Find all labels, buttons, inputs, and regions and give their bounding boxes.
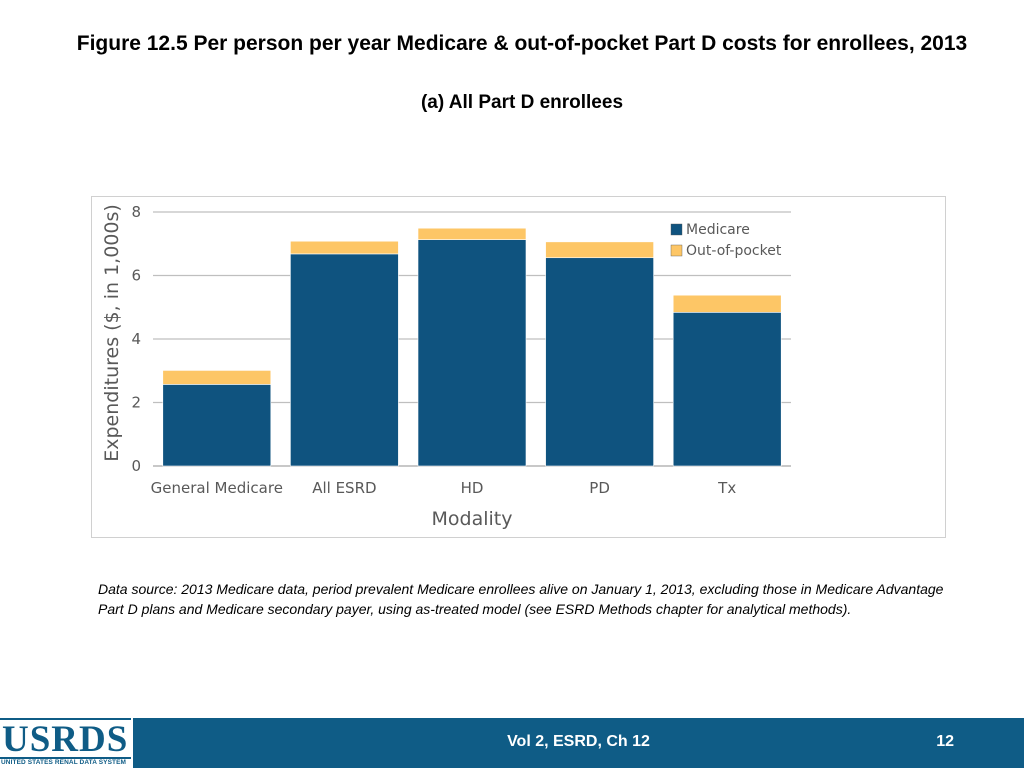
logo-wordmark: USRDS <box>2 719 129 760</box>
bar-general-medicare-out-of-pocket <box>162 370 272 385</box>
logo-bottom-rule <box>0 757 131 759</box>
y-tick-label-2: 2 <box>131 394 141 412</box>
bar-hd-medicare <box>417 239 527 467</box>
logo-top-rule <box>0 718 131 720</box>
footer: USRDS UNITED STATES RENAL DATA SYSTEM Vo… <box>0 718 1024 768</box>
bar-all-esrd-out-of-pocket <box>290 240 399 255</box>
chart-container: 0 2 4 6 8 General Medicare All ESRD HD PD Tx Modal… <box>91 196 946 538</box>
bar-chart: 0 2 4 6 8 General Medicare All ESRD HD PD Tx Modal… <box>101 203 791 530</box>
x-tick-label-all-esrd: All ESRD <box>312 479 376 497</box>
x-tick-label-pd: PD <box>589 479 610 497</box>
legend-label-out-of-pocket: Out-of-pocket <box>686 243 782 259</box>
y-axis-title: Expenditures ($, in 1,000s) <box>101 204 123 462</box>
legend-label-medicare: Medicare <box>686 222 750 238</box>
bar-tx-medicare <box>672 312 782 467</box>
x-tick-label-hd: HD <box>461 479 484 497</box>
footer-chapter-label: Vol 2, ESRD, Ch 12 <box>507 733 650 750</box>
legend-swatch-out-of-pocket <box>670 244 683 257</box>
bar-hd-out-of-pocket <box>417 227 527 240</box>
y-tick-label-6: 6 <box>131 267 141 285</box>
bar-pd-out-of-pocket <box>545 241 654 259</box>
y-tick-label-4: 4 <box>131 330 141 348</box>
bar-tx-out-of-pocket <box>672 294 782 313</box>
x-tick-label-general-medicare: General Medicare <box>151 479 283 497</box>
figure-subtitle: (a) All Part D enrollees <box>420 92 624 113</box>
footer-bar: Vol 2, ESRD, Ch 12 12 <box>133 718 1024 768</box>
x-tick-label-tx: Tx <box>717 479 736 497</box>
bar-all-esrd-medicare <box>290 253 399 467</box>
bar-pd-medicare <box>545 257 654 467</box>
logo-subtitle: UNITED STATES RENAL DATA SYSTEM <box>1 759 127 766</box>
figure-title: Figure 12.5 Per person per year Medicare… <box>76 32 968 55</box>
legend-swatch-medicare <box>670 223 683 236</box>
y-tick-label-8: 8 <box>131 203 141 221</box>
x-axis-title: Modality <box>432 508 513 530</box>
page-number: 12 <box>936 733 954 750</box>
bar-general-medicare-medicare <box>162 384 272 467</box>
data-source-note: Data source: 2013 Medicare data, period … <box>98 581 944 617</box>
y-tick-label-0: 0 <box>131 457 141 475</box>
usrds-logo: USRDS UNITED STATES RENAL DATA SYSTEM <box>0 718 131 768</box>
